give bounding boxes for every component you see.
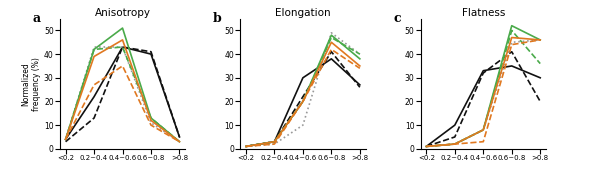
Legend: YH-1, YH-2, YH-3, KJTR-1, KJTR-2, KJTR-3, KJTR-4: YH-1, YH-2, YH-3, KJTR-1, KJTR-2, KJTR-3… bbox=[186, 11, 219, 53]
Title: Elongation: Elongation bbox=[275, 8, 331, 18]
Text: b: b bbox=[213, 12, 222, 25]
Text: a: a bbox=[32, 12, 41, 25]
Y-axis label: Normalized
frequency (%): Normalized frequency (%) bbox=[22, 57, 41, 111]
Legend: YH-1, YH-2, YH-3, KJTR-1, KJTR-2, KJTR-3, KJTR-4: YH-1, YH-2, YH-3, KJTR-1, KJTR-2, KJTR-3… bbox=[366, 11, 399, 53]
Legend: YH-1, YH-2, YH-3, KJTR-1, KJTR-2, KJTR-3, KJTR-4: YH-1, YH-2, YH-3, KJTR-1, KJTR-2, KJTR-3… bbox=[546, 11, 580, 53]
Title: Flatness: Flatness bbox=[462, 8, 505, 18]
Text: c: c bbox=[393, 12, 401, 25]
Title: Anisotropy: Anisotropy bbox=[95, 8, 150, 18]
